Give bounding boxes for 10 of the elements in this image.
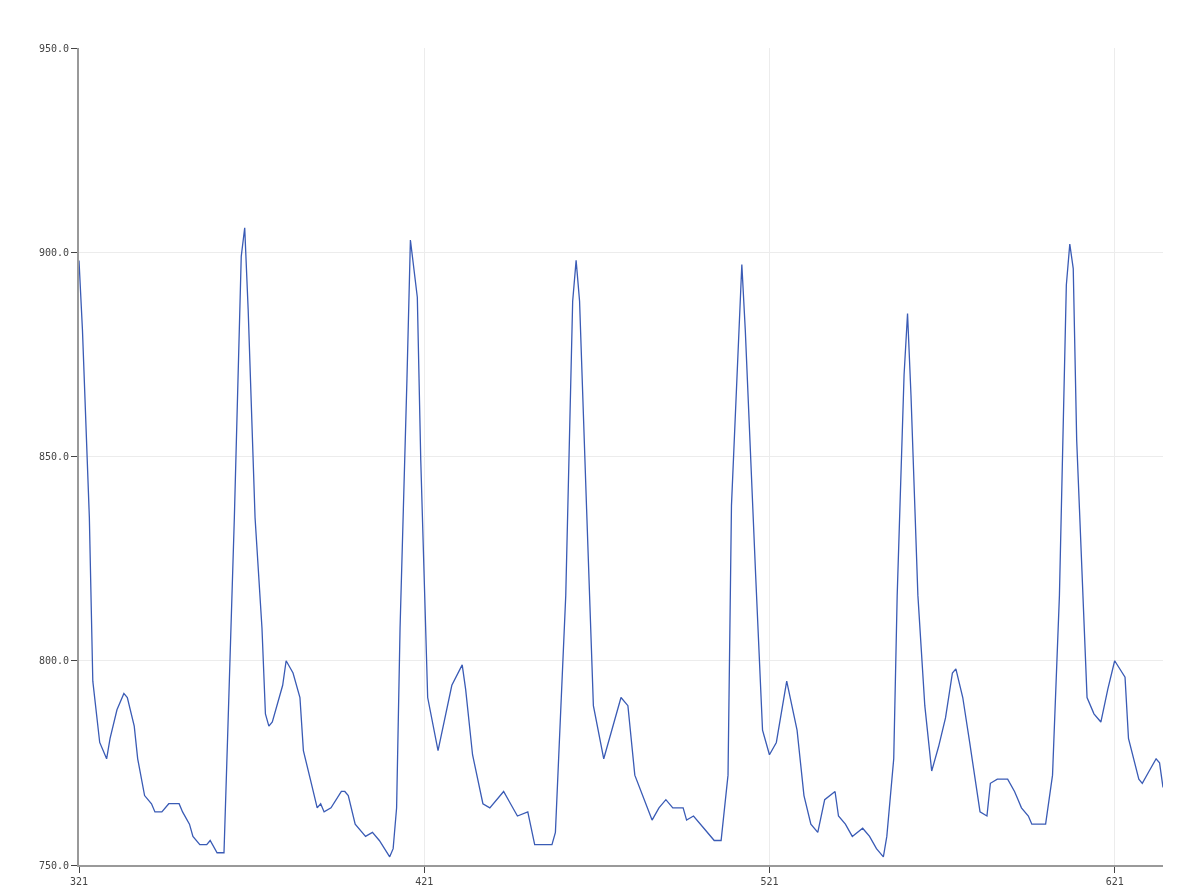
y-tick-label: 900.0: [38, 246, 69, 258]
y-tick-label: 800.0: [38, 655, 69, 667]
line-series: [79, 227, 1163, 858]
x-tick-label: 321: [69, 876, 89, 887]
y-tick-label: 750.0: [38, 859, 69, 871]
x-tick-label: 521: [760, 876, 779, 887]
x-tick-label: 421: [415, 876, 434, 887]
y-tick-label: 950.0: [38, 42, 69, 54]
x-tick-label: 621: [1105, 876, 1124, 887]
y-tick-label: 850.0: [38, 451, 69, 462]
